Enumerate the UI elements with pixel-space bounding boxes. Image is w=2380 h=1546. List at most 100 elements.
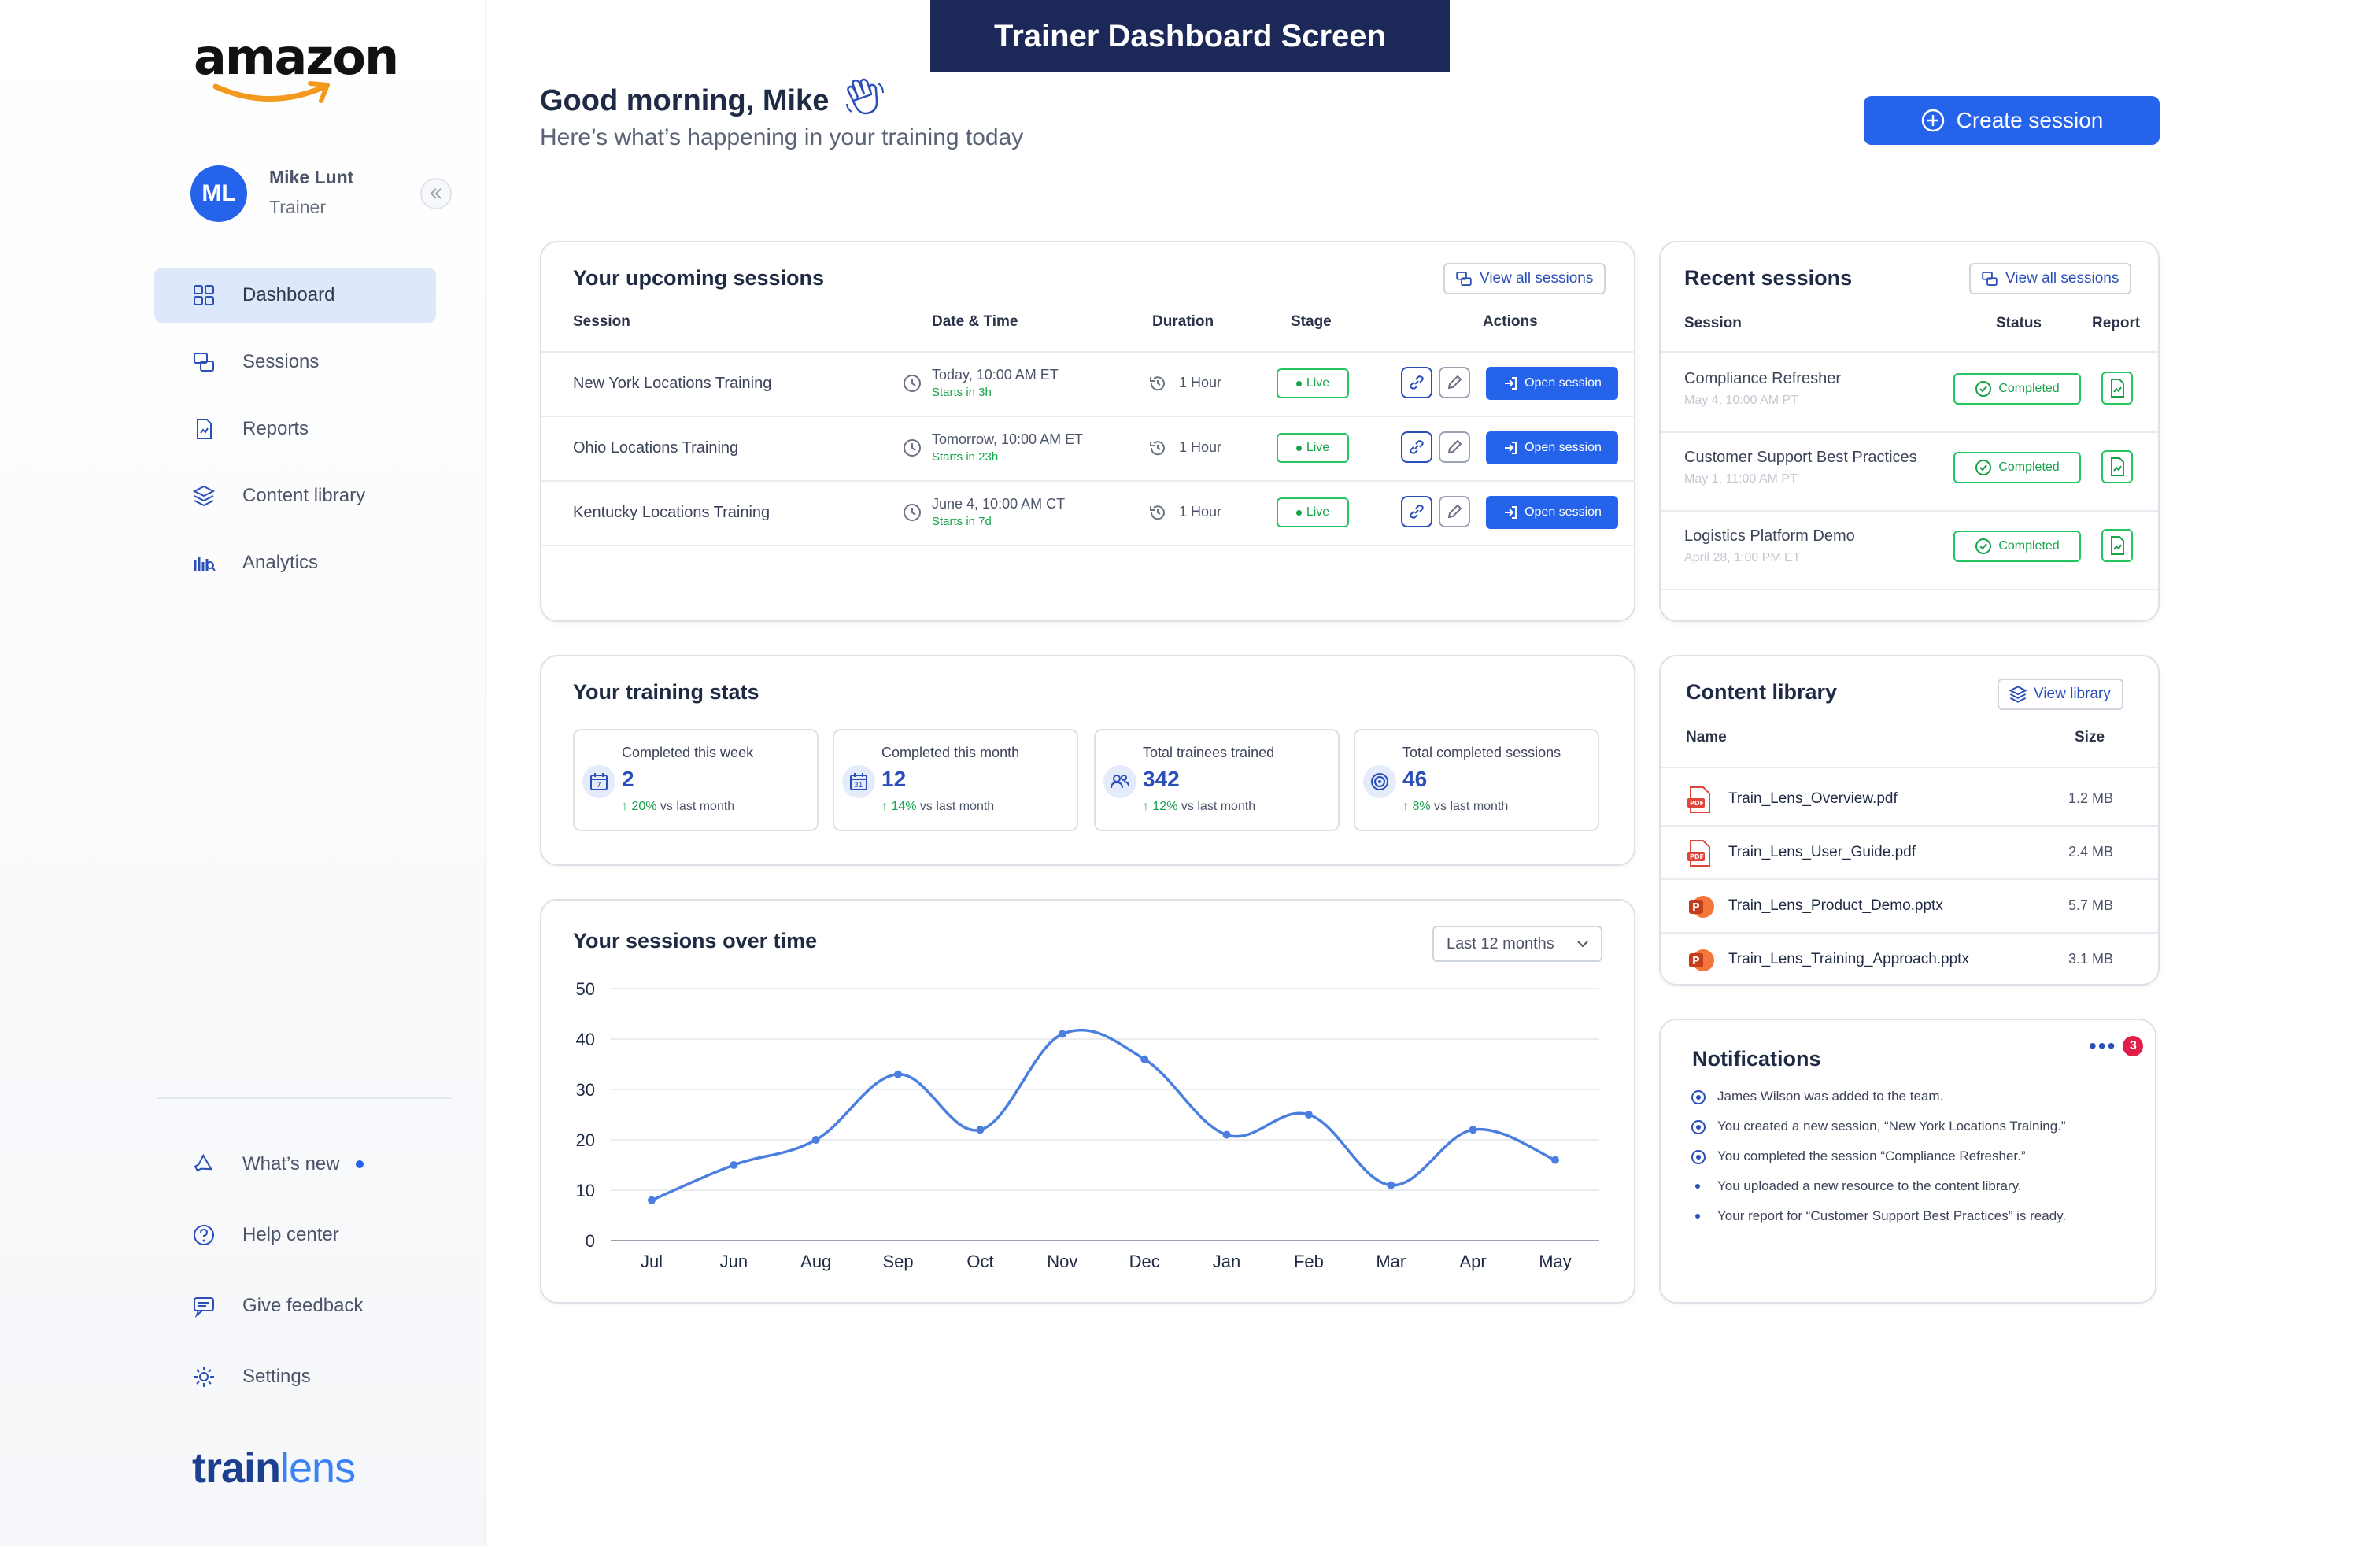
- column-header: Session: [573, 313, 630, 330]
- data-point[interactable]: [1469, 1126, 1477, 1134]
- session-name: Logistics Platform Demo: [1684, 527, 1855, 545]
- list-item[interactable]: P Train_Lens_Product_Demo.pptx 5.7 MB: [1661, 880, 2158, 932]
- amazon-logo[interactable]: amazon: [194, 28, 399, 110]
- file-name: Train_Lens_User_Guide.pdf: [1728, 844, 1916, 860]
- status-badge: Completed: [1953, 452, 2081, 483]
- session-duration: 1 Hour: [1179, 504, 1222, 520]
- list-item[interactable]: PDF Train_Lens_Overview.pdf 1.2 MB: [1661, 773, 2158, 825]
- report-icon: [2111, 536, 2124, 555]
- time-range-select[interactable]: Last 12 months: [1432, 926, 1602, 962]
- nav-item-give-feedback[interactable]: Give feedback: [154, 1278, 436, 1333]
- data-point[interactable]: [648, 1196, 656, 1204]
- new-indicator-dot: [355, 1160, 364, 1168]
- table-row[interactable]: Compliance Refresher May 4, 10:00 AM PT …: [1661, 353, 2158, 431]
- session-duration: 1 Hour: [1179, 375, 1222, 390]
- nav-item-analytics[interactable]: Analytics: [154, 535, 436, 590]
- notification-text: You created a new session, “New York Loc…: [1717, 1119, 2066, 1134]
- table-row[interactable]: Kentucky Locations Training June 4, 10:0…: [541, 482, 1635, 545]
- notification-item[interactable]: Your report for “Customer Support Best P…: [1691, 1208, 2155, 1237]
- open-session-button[interactable]: Open session: [1486, 496, 1618, 529]
- view-report-button[interactable]: [2101, 450, 2133, 483]
- avatar[interactable]: ML: [190, 165, 247, 222]
- read-bullet-icon: [1695, 1214, 1700, 1219]
- edit-session-button[interactable]: [1439, 496, 1470, 527]
- view-report-button[interactable]: [2101, 372, 2133, 405]
- notification-item[interactable]: You completed the session “Compliance Re…: [1691, 1148, 2155, 1178]
- copy-link-button[interactable]: [1401, 367, 1432, 398]
- notification-list: James Wilson was added to the team. You …: [1691, 1088, 2155, 1237]
- edit-session-button[interactable]: [1439, 431, 1470, 463]
- copy-link-button[interactable]: [1401, 496, 1432, 527]
- data-point[interactable]: [976, 1126, 985, 1134]
- nav-item-whats-new[interactable]: What’s new: [154, 1137, 436, 1192]
- data-point[interactable]: [1058, 1030, 1066, 1038]
- sidebar-divider: [157, 1097, 452, 1099]
- status-badge: Completed: [1953, 373, 2081, 405]
- data-point[interactable]: [1140, 1055, 1149, 1063]
- table-row[interactable]: New York Locations Training Today, 10:00…: [541, 353, 1635, 416]
- card-title: Your training stats: [573, 680, 759, 704]
- sidebar: amazon ML Mike Lunt Trainer Dashboard: [0, 0, 486, 1546]
- stat-comparison: ↑ 12% vs last month: [1143, 800, 1255, 814]
- list-item[interactable]: PDF Train_Lens_User_Guide.pdf 2.4 MB: [1661, 827, 2158, 878]
- create-session-button[interactable]: Create session: [1864, 96, 2160, 145]
- target-icon: [1363, 765, 1396, 798]
- nav-item-dashboard[interactable]: Dashboard: [154, 268, 436, 323]
- x-tick-label: Jun: [720, 1252, 748, 1271]
- view-library-button[interactable]: View library: [1998, 679, 2123, 710]
- column-header: Actions: [1483, 313, 1538, 330]
- trainlens-logo[interactable]: trainlens: [192, 1444, 356, 1492]
- stat-label: Total trainees trained: [1143, 745, 1275, 760]
- stage-badge: Live: [1277, 433, 1349, 463]
- view-all-sessions-button[interactable]: View all sessions: [1443, 263, 1606, 294]
- data-point[interactable]: [1304, 1111, 1313, 1119]
- open-session-button[interactable]: Open session: [1486, 431, 1618, 464]
- feedback-icon: [194, 1297, 214, 1318]
- data-point[interactable]: [1387, 1181, 1395, 1189]
- session-datetime: Tomorrow, 10:00 AM ET: [932, 431, 1084, 447]
- card-title: Notifications: [1692, 1047, 1821, 1071]
- card-title: Your upcoming sessions: [573, 266, 825, 290]
- pencil-icon: [1447, 375, 1462, 390]
- nav-item-sessions[interactable]: Sessions: [154, 335, 436, 390]
- row-divider: [1661, 510, 2158, 512]
- users-icon: [1103, 765, 1136, 798]
- view-report-button[interactable]: [2101, 529, 2133, 562]
- open-session-button[interactable]: Open session: [1486, 367, 1618, 400]
- nav-item-help-center[interactable]: Help center: [154, 1208, 436, 1263]
- edit-session-button[interactable]: [1439, 367, 1470, 398]
- stat-value: 2: [622, 767, 634, 791]
- notification-item[interactable]: You created a new session, “New York Loc…: [1691, 1118, 2155, 1148]
- row-divider: [1661, 431, 2158, 433]
- table-row[interactable]: Customer Support Best Practices May 1, 1…: [1661, 431, 2158, 510]
- notification-item[interactable]: You uploaded a new resource to the conte…: [1691, 1178, 2155, 1208]
- data-point[interactable]: [811, 1136, 820, 1144]
- notification-item[interactable]: James Wilson was added to the team.: [1691, 1088, 2155, 1118]
- report-icon: [197, 419, 212, 439]
- user-role: Trainer: [269, 197, 326, 217]
- copy-link-button[interactable]: [1401, 431, 1432, 463]
- data-point[interactable]: [1222, 1130, 1231, 1139]
- nav-label: Sessions: [242, 351, 320, 372]
- table-row[interactable]: Ohio Locations Training Tomorrow, 10:00 …: [541, 417, 1635, 480]
- card-title: Content library: [1686, 680, 1838, 704]
- column-header: Session: [1684, 315, 1742, 331]
- plus-circle-icon: [1921, 109, 1944, 132]
- data-point[interactable]: [894, 1070, 903, 1078]
- pencil-icon: [1447, 504, 1462, 519]
- stat-value: 46: [1402, 767, 1428, 791]
- nav-item-content-library[interactable]: Content library: [154, 468, 436, 523]
- stage-badge: Live: [1277, 368, 1349, 398]
- nav-item-reports[interactable]: Reports: [154, 401, 436, 457]
- list-item[interactable]: P Train_Lens_Training_Approach.pptx 3.1 …: [1661, 934, 2158, 986]
- data-point[interactable]: [1551, 1156, 1559, 1164]
- notification-text: You completed the session “Compliance Re…: [1717, 1148, 2026, 1163]
- notifications-more-button[interactable]: ••• 3: [2089, 1035, 2144, 1057]
- data-point[interactable]: [730, 1161, 738, 1169]
- collapse-sidebar-button[interactable]: [420, 178, 452, 209]
- table-row[interactable]: Logistics Platform Demo April 28, 1:00 P…: [1661, 510, 2158, 589]
- nav-item-settings[interactable]: Settings: [154, 1349, 436, 1404]
- report-icon: [2111, 457, 2124, 476]
- view-all-recent-button[interactable]: View all sessions: [1969, 263, 2132, 294]
- column-header: Report: [2092, 315, 2141, 331]
